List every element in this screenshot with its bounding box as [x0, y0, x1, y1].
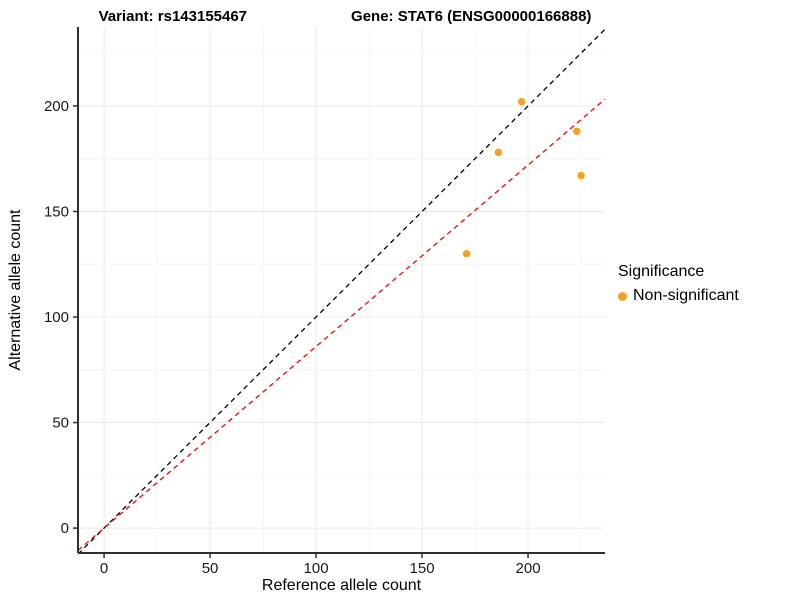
regression-line — [78, 98, 605, 551]
legend: Significance Non-significant — [618, 263, 739, 305]
data-point — [462, 249, 471, 258]
identity-line — [78, 28, 605, 553]
x-tick-label: 50 — [202, 560, 219, 577]
y-tick-label: 200 — [44, 98, 69, 115]
data-point — [494, 148, 503, 157]
x-tick-label: 200 — [516, 560, 541, 577]
y-tick-label: 50 — [52, 415, 69, 432]
legend-title: Significance — [618, 263, 705, 280]
x-tick-label: 150 — [410, 560, 435, 577]
plot-title: Variant: rs143155467 Gene: STAT6 (ENSG00… — [0, 4, 690, 28]
x-tick-label: 0 — [100, 560, 108, 577]
legend-point-icon — [618, 291, 627, 301]
y-tick-label: 150 — [44, 203, 69, 220]
legend-item-non-significant: Non-significant — [618, 287, 739, 305]
x-axis-title: Reference allele count — [262, 577, 422, 594]
data-point — [573, 127, 581, 135]
y-axis-title: Alternative allele count — [7, 209, 24, 371]
y-tick-label: 0 — [61, 520, 69, 537]
legend-item-label: Non-significant — [633, 287, 739, 304]
y-tick-label: 100 — [44, 309, 69, 326]
x-tick-label: 100 — [304, 560, 329, 577]
data-point — [577, 171, 585, 180]
variant-title: Variant: rs143155467 — [98, 7, 248, 25]
data-point — [517, 98, 526, 106]
gene-title: Gene: STAT6 (ENSG00000166888) — [351, 7, 592, 25]
